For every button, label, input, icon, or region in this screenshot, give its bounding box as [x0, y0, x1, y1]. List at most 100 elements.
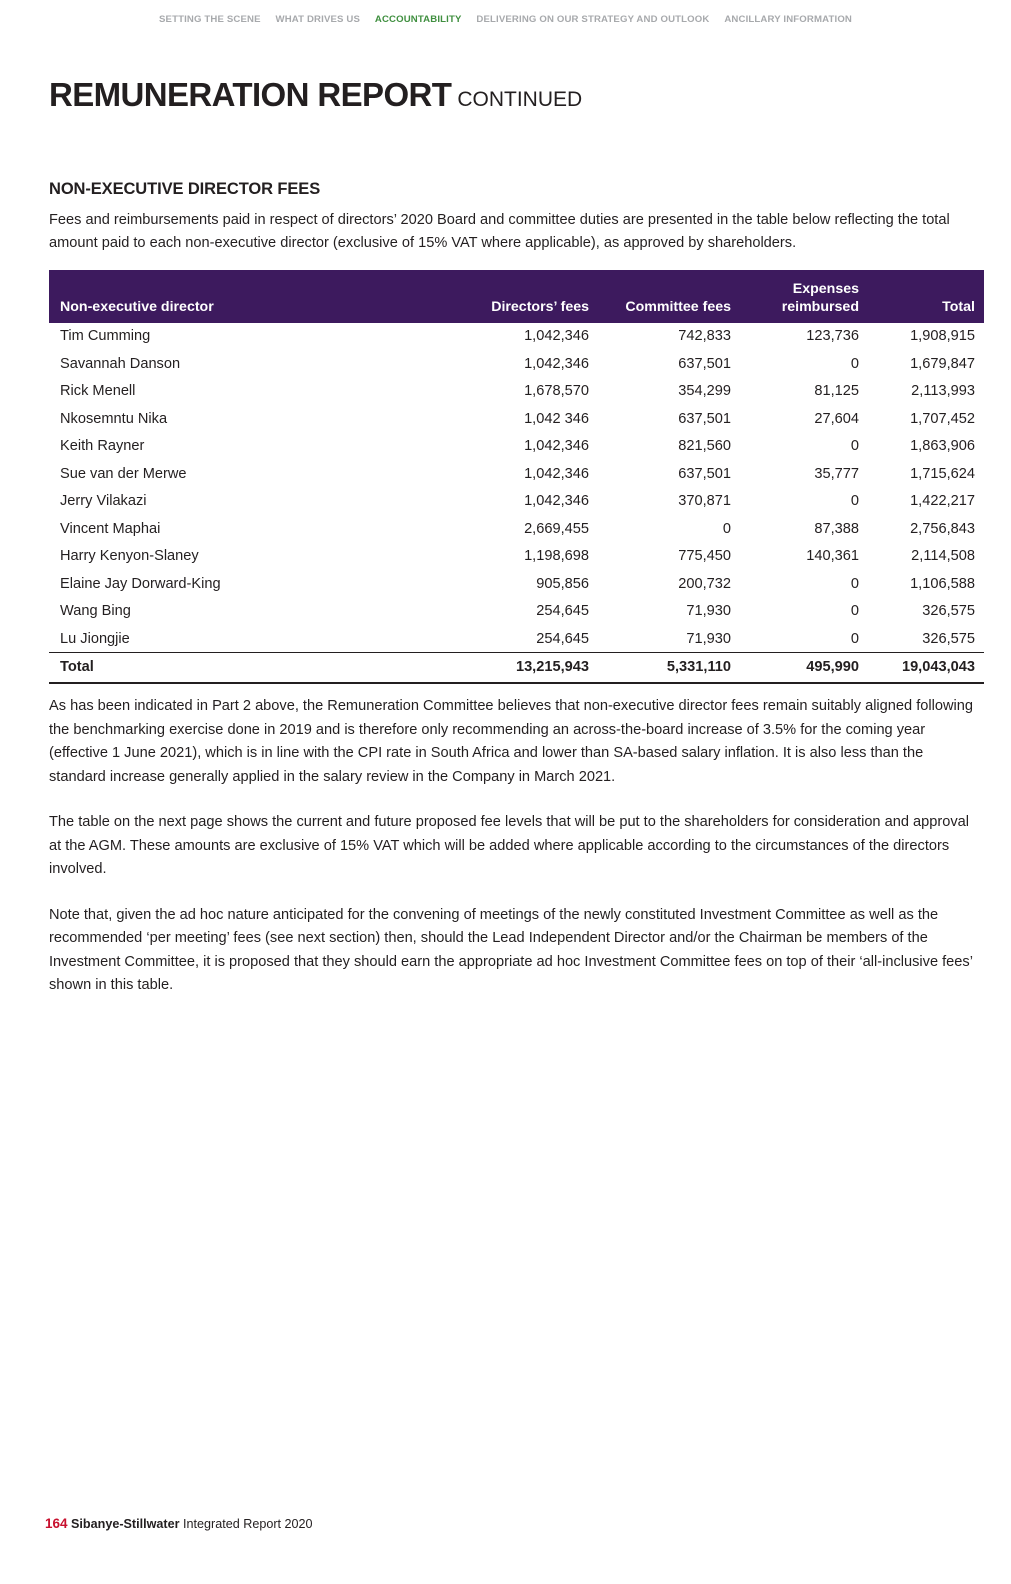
- cell-directors-fees: 1,042,346: [449, 487, 597, 516]
- footer-report-name: Integrated Report 2020: [183, 1517, 313, 1531]
- total-committee-fees: 5,331,110: [597, 652, 739, 684]
- cell-director-name: Elaine Jay Dorward-King: [49, 570, 449, 598]
- cell-total: 1,106,588: [867, 570, 984, 598]
- nav-item-what-drives-us[interactable]: WHAT DRIVES US: [275, 14, 361, 25]
- cell-total: 1,908,915: [867, 323, 984, 351]
- cell-committee-fees: 637,501: [597, 350, 739, 378]
- cell-committee-fees: 200,732: [597, 570, 739, 598]
- cell-expenses-reimbursed: 0: [739, 487, 867, 516]
- cell-total: 2,756,843: [867, 515, 984, 543]
- cell-expenses-reimbursed: 0: [739, 432, 867, 461]
- table-row: Vincent Maphai 2,669,455 0 87,388 2,756,843: [49, 515, 984, 543]
- table-row: Elaine Jay Dorward-King 905,856 200,732 0 1,…: [49, 570, 984, 598]
- cell-directors-fees: 1,042,346: [449, 432, 597, 461]
- cell-directors-fees: 1,678,570: [449, 377, 597, 406]
- nav-item-ancillary-information[interactable]: ANCILLARY INFORMATION: [724, 14, 853, 25]
- cell-director-name: Nkosemntu Nika: [49, 405, 449, 433]
- cell-total: 1,863,906: [867, 432, 984, 461]
- non-executive-director-fees-table: Non-executive director Directors’ fees C…: [49, 270, 984, 684]
- table-row: Sue van der Merwe 1,042,346 637,501 35,777 1…: [49, 460, 984, 488]
- cell-directors-fees: 254,645: [449, 625, 597, 653]
- nav-item-setting-the-scene[interactable]: SETTING THE SCENE: [158, 14, 261, 25]
- cell-committee-fees: 0: [597, 515, 739, 543]
- cell-expenses-reimbursed: 0: [739, 597, 867, 626]
- total-label: Total: [49, 652, 449, 684]
- cell-committee-fees: 775,450: [597, 542, 739, 571]
- table-row: Rick Menell 1,678,570 354,299 81,125 2,113,9…: [49, 377, 984, 406]
- footer-company-name: Sibanye-Stillwater: [71, 1517, 180, 1531]
- table-header: Non-executive director Directors’ fees C…: [49, 270, 984, 323]
- cell-total: 1,707,452: [867, 405, 984, 433]
- column-header-committee-fees: Committee fees: [597, 270, 739, 323]
- body-paragraph: As has been indicated in Part 2 above, t…: [49, 698, 973, 785]
- cell-directors-fees: 905,856: [449, 570, 597, 598]
- table-body: Tim Cumming 1,042,346 742,833 123,736 1,908,…: [49, 323, 984, 653]
- cell-director-name: Jerry Vilakazi: [49, 487, 449, 516]
- table-row: Nkosemntu Nika 1,042 346 637,501 27,604 1,70…: [49, 405, 984, 433]
- cell-directors-fees: 254,645: [449, 597, 597, 626]
- table-footer: Total 13,215,943 5,331,110 495,990 19,04…: [49, 652, 984, 684]
- cell-committee-fees: 370,871: [597, 487, 739, 516]
- cell-expenses-reimbursed: 123,736: [739, 323, 867, 351]
- cell-expenses-reimbursed: 87,388: [739, 515, 867, 543]
- body-paragraph: The table on the next page shows the cur…: [49, 814, 969, 877]
- cell-expenses-reimbursed: 0: [739, 625, 867, 653]
- cell-directors-fees: 1,042,346: [449, 350, 597, 378]
- cell-expenses-reimbursed: 27,604: [739, 405, 867, 433]
- body-copy: As has been indicated in Part 2 above, t…: [49, 695, 984, 1020]
- cell-committee-fees: 821,560: [597, 432, 739, 461]
- cell-director-name: Sue van der Merwe: [49, 460, 449, 488]
- table-row: Jerry Vilakazi 1,042,346 370,871 0 1,422,217: [49, 487, 984, 516]
- cell-expenses-reimbursed: 0: [739, 350, 867, 378]
- cell-total: 1,715,624: [867, 460, 984, 488]
- cell-director-name: Vincent Maphai: [49, 515, 449, 543]
- cell-directors-fees: 2,669,455: [449, 515, 597, 543]
- column-header-director: Non-executive director: [49, 270, 449, 323]
- column-header-expenses-line1: Expenses: [792, 281, 859, 297]
- cell-expenses-reimbursed: 140,361: [739, 542, 867, 571]
- table-row: Keith Rayner 1,042,346 821,560 0 1,863,906: [49, 432, 984, 461]
- body-paragraph: Note that, given the ad hoc nature antic…: [49, 906, 973, 994]
- cell-expenses-reimbursed: 0: [739, 570, 867, 598]
- cell-directors-fees: 1,042,346: [449, 323, 597, 351]
- cell-committee-fees: 742,833: [597, 323, 739, 351]
- cell-director-name: Wang Bing: [49, 597, 449, 626]
- section-intro-paragraph: Fees and reimbursements paid in respect …: [49, 212, 950, 251]
- table-row: Lu Jiongjie 254,645 71,930 0 326,575: [49, 625, 984, 653]
- page-title: REMUNERATION REPORT CONTINUED: [49, 76, 582, 114]
- column-header-expenses-reimbursed: Expenses reimbursed: [739, 270, 867, 323]
- page-title-main: REMUNERATION REPORT: [49, 76, 452, 113]
- cell-total: 326,575: [867, 597, 984, 626]
- cell-expenses-reimbursed: 81,125: [739, 377, 867, 406]
- column-header-expenses-line2: reimbursed: [781, 299, 859, 315]
- cell-director-name: Keith Rayner: [49, 432, 449, 461]
- column-header-directors-fees: Directors’ fees: [449, 270, 597, 323]
- table-total-row: Total 13,215,943 5,331,110 495,990 19,04…: [49, 652, 984, 684]
- total-expenses-reimbursed: 495,990: [739, 652, 867, 684]
- cell-directors-fees: 1,042,346: [449, 460, 597, 488]
- table-row: Harry Kenyon-Slaney 1,198,698 775,450 140,3…: [49, 542, 984, 571]
- cell-total: 326,575: [867, 625, 984, 653]
- total-total: 19,043,043: [867, 652, 984, 684]
- total-directors-fees: 13,215,943: [449, 652, 597, 684]
- nav-item-delivering-on-our-strategy-and-outlook[interactable]: DELIVERING ON OUR STRATEGY AND OUTLOOK: [476, 14, 710, 25]
- cell-director-name: Harry Kenyon-Slaney: [49, 542, 449, 571]
- cell-director-name: Rick Menell: [49, 377, 449, 406]
- cell-total: 2,114,508: [867, 542, 984, 571]
- cell-directors-fees: 1,042 346: [449, 405, 597, 433]
- cell-committee-fees: 71,930: [597, 597, 739, 626]
- cell-total: 2,113,993: [867, 377, 984, 406]
- page-footer: 164 Sibanye-Stillwater Integrated Report…: [45, 1516, 313, 1531]
- section-heading: NON-EXECUTIVE DIRECTOR FEES: [49, 180, 321, 198]
- nav-item-accountability[interactable]: ACCOUNTABILITY: [374, 14, 462, 25]
- cell-committee-fees: 637,501: [597, 460, 739, 488]
- cell-committee-fees: 71,930: [597, 625, 739, 653]
- cell-director-name: Tim Cumming: [49, 323, 449, 351]
- cell-total: 1,422,217: [867, 487, 984, 516]
- cell-committee-fees: 354,299: [597, 377, 739, 406]
- table-row: Wang Bing 254,645 71,930 0 326,575: [49, 597, 984, 626]
- table-header-row: Non-executive director Directors’ fees C…: [49, 270, 984, 323]
- cell-directors-fees: 1,198,698: [449, 542, 597, 571]
- section-nav: SETTING THE SCENE WHAT DRIVES US ACCOUNT…: [0, 14, 1011, 25]
